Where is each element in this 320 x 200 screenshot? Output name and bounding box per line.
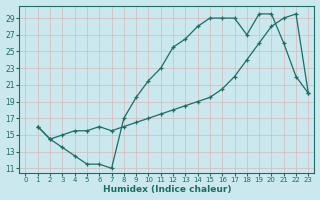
- X-axis label: Humidex (Indice chaleur): Humidex (Indice chaleur): [103, 185, 231, 194]
